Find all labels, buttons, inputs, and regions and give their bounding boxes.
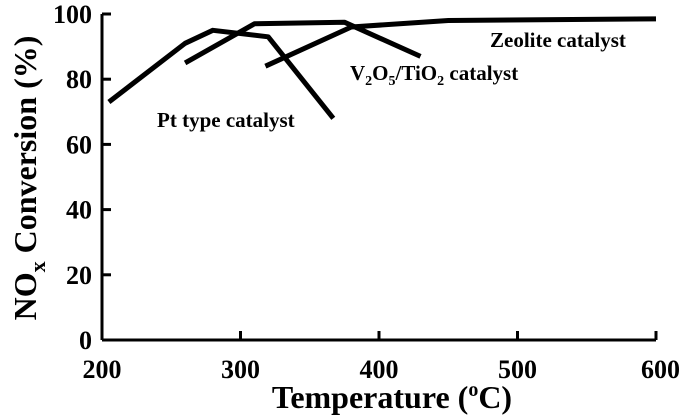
label-o: O	[372, 61, 388, 85]
series-line-pt	[107, 27, 336, 120]
label-sub-5: 5	[389, 74, 396, 89]
y-axis-title-sub: x	[25, 261, 50, 272]
series-line-v2o5-tio2	[183, 19, 422, 66]
x-axis-title-text: Temperature	[272, 379, 450, 415]
x-axis-title-sup: o	[468, 379, 478, 401]
y-tick-label: 60	[66, 130, 92, 159]
x-axis-title-close: )	[501, 379, 512, 415]
series-lines	[107, 16, 657, 120]
x-tick-label: 300	[221, 355, 260, 384]
x-tick-label: 200	[83, 355, 122, 384]
y-tick-label: 20	[66, 261, 92, 290]
ticks	[100, 12, 658, 342]
y-axis-title: NOx Conversion (%)	[7, 36, 50, 321]
y-axis-title-main: NO	[7, 272, 43, 320]
label-sub-2a: 2	[365, 74, 372, 89]
x-tick-label: 400	[360, 355, 399, 384]
label-v: V	[350, 61, 365, 85]
x-tick-label: 500	[498, 355, 537, 384]
series-label-pt: Pt type catalyst	[157, 108, 295, 132]
y-tick-label: 100	[53, 0, 92, 29]
x-axis-title: Temperature (oC)	[272, 379, 512, 415]
label-tio: /TiO	[395, 61, 438, 85]
y-tick-label: 40	[66, 196, 92, 225]
x-tick-label: 600	[641, 355, 680, 384]
label-catalyst: catalyst	[444, 61, 518, 85]
series-label-zeolite: Zeolite catalyst	[490, 28, 626, 52]
y-tick-label: 80	[66, 65, 92, 94]
x-axis-title-unit: C	[478, 379, 501, 415]
y-tick-label: 0	[79, 326, 92, 355]
y-axis-title-rest: Conversion (%)	[7, 36, 43, 262]
series-label-v2o5-tio2: V2O5/TiO2 catalyst	[350, 61, 518, 89]
tick-labels: 0 20 40 60 80 100 200 300 400 500 600	[53, 0, 680, 384]
x-axis-title-open: (	[458, 379, 469, 415]
series-line-zeolite	[264, 16, 657, 69]
label-sub-2b: 2	[437, 74, 444, 89]
